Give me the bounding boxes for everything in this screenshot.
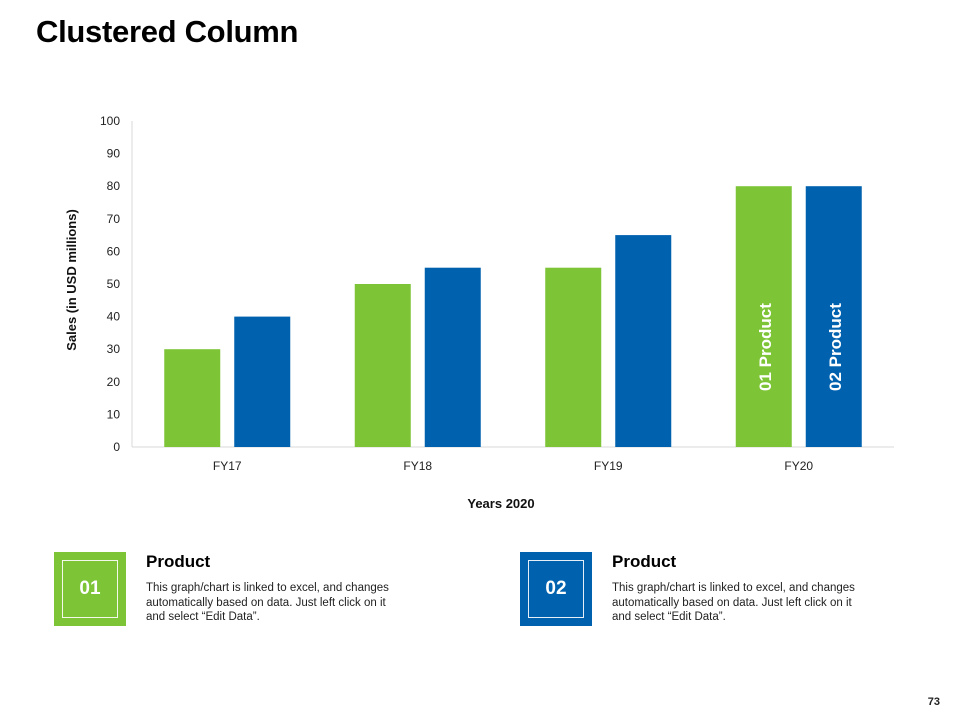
y-tick-label-80: 80	[107, 179, 121, 193]
y-tick-label-90: 90	[107, 147, 121, 161]
bar-label-series-2: 02 Product	[826, 303, 845, 391]
y-tick-label-30: 30	[107, 342, 121, 356]
page-number: 73	[927, 696, 940, 708]
bar-fy18-series-2	[424, 267, 481, 447]
y-axis-title: Sales (in USD millions)	[64, 209, 79, 351]
bar-fy18-series-1	[354, 284, 411, 447]
x-tick-label-fy19: FY19	[594, 459, 623, 473]
x-tick-label-fy18: FY18	[403, 459, 432, 473]
bar-fy20-series-1	[735, 186, 792, 447]
bar-fy19-series-1	[545, 267, 602, 447]
page-title: Clustered Column	[36, 14, 299, 49]
x-tick-label-fy17: FY17	[213, 459, 242, 473]
legend-description-02: This graph/chart is linked to excel, and…	[612, 582, 855, 623]
legend-description-01: This graph/chart is linked to excel, and…	[146, 582, 389, 623]
y-tick-label-70: 70	[107, 212, 121, 226]
bar-fy17-series-1	[164, 349, 221, 447]
y-tick-label-10: 10	[107, 407, 121, 421]
x-tick-label-fy20: FY20	[784, 459, 813, 473]
y-tick-label-20: 20	[107, 375, 121, 389]
bar-fy20-series-2	[805, 186, 862, 447]
bar-label-series-1: 01 Product	[756, 303, 775, 391]
bar-fy19-series-2	[615, 235, 672, 447]
legend-number-01: 01	[62, 560, 118, 618]
clustered-column-chart[interactable]: 0 10 20 30 40 50 60 70 80 90 100 FY17 FY18 FY19 01 Pro…	[0, 0, 960, 540]
y-tick-label-50: 50	[107, 277, 121, 291]
legend-number-02: 02	[528, 560, 584, 618]
y-tick-label-60: 60	[107, 244, 121, 258]
legend-swatch-product-02: 02	[520, 552, 592, 626]
bar-fy17-series-2	[234, 316, 291, 447]
y-tick-label-0: 0	[113, 440, 120, 454]
y-tick-label-100: 100	[100, 114, 120, 128]
legend-title-01: Product	[146, 552, 211, 571]
y-tick-label-40: 40	[107, 310, 121, 324]
x-axis-title: Years 2020	[467, 496, 534, 511]
legend-title-02: Product	[612, 552, 677, 571]
legend-swatch-product-01: 01	[54, 552, 126, 626]
